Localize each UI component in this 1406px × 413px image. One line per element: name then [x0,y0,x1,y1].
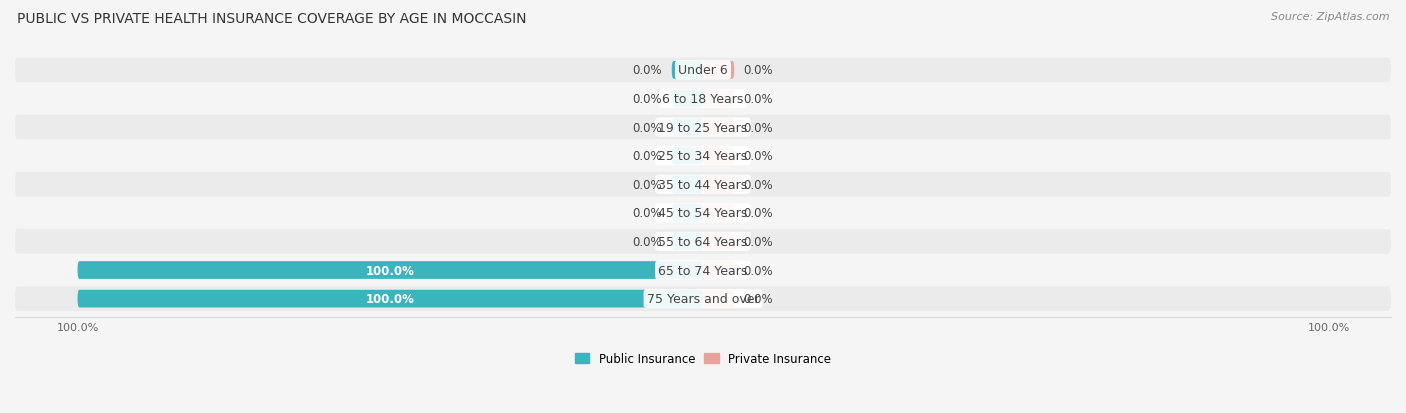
Text: 0.0%: 0.0% [633,207,662,220]
FancyBboxPatch shape [672,233,703,251]
Text: 0.0%: 0.0% [744,292,773,305]
Text: 35 to 44 Years: 35 to 44 Years [658,178,748,191]
Text: 45 to 54 Years: 45 to 54 Years [658,207,748,220]
FancyBboxPatch shape [15,230,1391,254]
FancyBboxPatch shape [15,116,1391,140]
FancyBboxPatch shape [672,176,703,194]
Text: 19 to 25 Years: 19 to 25 Years [658,121,748,134]
FancyBboxPatch shape [672,147,703,165]
Text: 25 to 34 Years: 25 to 34 Years [658,150,748,163]
Text: 0.0%: 0.0% [744,121,773,134]
Text: Under 6: Under 6 [678,64,728,77]
Text: 0.0%: 0.0% [744,207,773,220]
FancyBboxPatch shape [703,176,734,194]
FancyBboxPatch shape [15,58,1391,83]
Text: PUBLIC VS PRIVATE HEALTH INSURANCE COVERAGE BY AGE IN MOCCASIN: PUBLIC VS PRIVATE HEALTH INSURANCE COVER… [17,12,526,26]
Text: 0.0%: 0.0% [744,178,773,191]
Text: 75 Years and over: 75 Years and over [647,292,759,305]
FancyBboxPatch shape [15,173,1391,197]
Text: 0.0%: 0.0% [633,64,662,77]
FancyBboxPatch shape [15,287,1391,311]
Text: 0.0%: 0.0% [633,178,662,191]
Text: 100.0%: 100.0% [366,292,415,305]
FancyBboxPatch shape [703,90,734,108]
FancyBboxPatch shape [15,201,1391,225]
Text: 0.0%: 0.0% [633,235,662,248]
Text: 0.0%: 0.0% [744,150,773,163]
FancyBboxPatch shape [15,87,1391,112]
Text: 0.0%: 0.0% [744,64,773,77]
Text: Source: ZipAtlas.com: Source: ZipAtlas.com [1271,12,1389,22]
FancyBboxPatch shape [703,62,734,80]
FancyBboxPatch shape [703,147,734,165]
FancyBboxPatch shape [77,290,703,308]
FancyBboxPatch shape [703,261,734,279]
FancyBboxPatch shape [703,233,734,251]
Legend: Public Insurance, Private Insurance: Public Insurance, Private Insurance [571,347,835,370]
Text: 0.0%: 0.0% [744,235,773,248]
FancyBboxPatch shape [15,144,1391,169]
FancyBboxPatch shape [703,204,734,222]
FancyBboxPatch shape [703,290,734,308]
FancyBboxPatch shape [672,62,703,80]
FancyBboxPatch shape [15,258,1391,282]
Text: 0.0%: 0.0% [633,93,662,106]
FancyBboxPatch shape [77,261,703,279]
Text: 0.0%: 0.0% [744,93,773,106]
FancyBboxPatch shape [703,119,734,137]
Text: 55 to 64 Years: 55 to 64 Years [658,235,748,248]
Text: 0.0%: 0.0% [633,121,662,134]
Text: 100.0%: 100.0% [366,264,415,277]
Text: 65 to 74 Years: 65 to 74 Years [658,264,748,277]
FancyBboxPatch shape [672,204,703,222]
Text: 0.0%: 0.0% [633,150,662,163]
FancyBboxPatch shape [672,119,703,137]
Text: 6 to 18 Years: 6 to 18 Years [662,93,744,106]
FancyBboxPatch shape [672,90,703,108]
Text: 0.0%: 0.0% [744,264,773,277]
